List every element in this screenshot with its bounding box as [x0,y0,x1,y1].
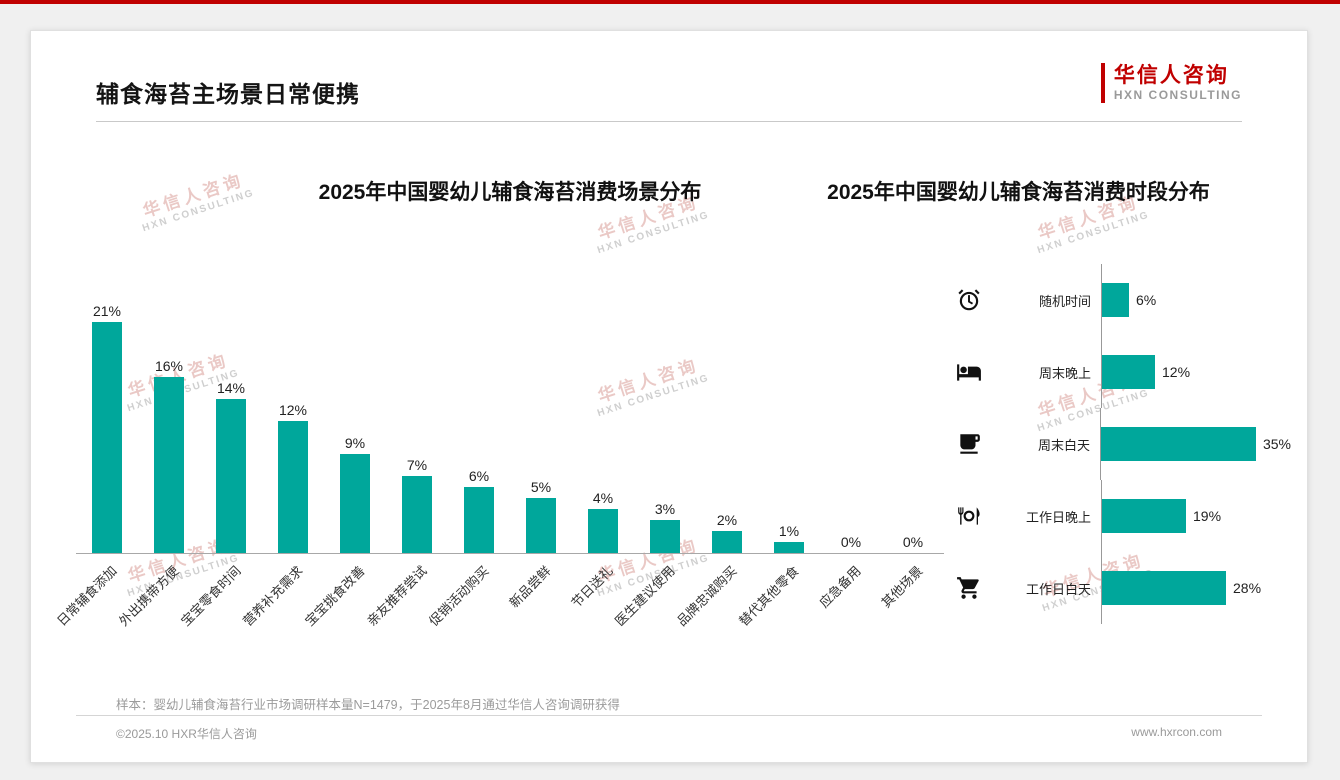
copyright-text: ©2025.10 HXR华信人咨询 [116,727,257,741]
scene-bar-value: 5% [530,479,552,495]
scene-bar [650,520,680,553]
brand-subtitle: HXN CONSULTING [1113,87,1242,102]
scene-bar [774,542,804,553]
scene-bar-group: 5% [510,479,572,553]
brand-logo: 华信人咨询 HXN CONSULTING [1100,63,1242,103]
top-accent-strip [0,0,1340,4]
scene-bar-group: 1% [758,523,820,553]
slide-card: 华信人咨询 HXN CONSULTING 华信人咨询 HXN CONSULTING 华信… [30,30,1308,763]
scene-bar [464,487,494,553]
scene-category-cell: 促销活动购买 [426,554,510,654]
scene-bar-value: 4% [592,490,614,506]
time-row: 工作日晚上 19% [951,480,1291,552]
time-row: 周末晚上 12% [951,336,1291,408]
scene-category-label: 日常辅食添加 [53,563,120,629]
scene-bar-value: 12% [278,402,308,418]
time-bar [1102,499,1186,533]
scene-bar-value: 1% [778,523,800,539]
time-bar-track: 19% [1101,480,1291,552]
sample-note: 样本：婴幼儿辅食海苔行业市场调研样本量N=1479，于2025年8月通过华信人咨… [116,698,620,712]
scene-category-label: 新品尝鲜 [506,563,554,611]
time-bar-value: 12% [1162,364,1191,380]
scene-bar [154,377,184,553]
time-bar [1100,427,1256,461]
scene-bar-group: 0% [882,534,944,553]
scene-bar-group: 21% [76,303,138,553]
brand-mark [1100,63,1105,103]
scene-bar [340,454,370,553]
time-category-label: 周末白天 [1037,437,1090,453]
scene-bar [712,531,742,553]
scene-bar-group: 2% [696,512,758,553]
time-bar-value: 19% [1193,508,1222,524]
header-divider [96,121,1242,122]
time-bar-track: 12% [1101,336,1291,408]
time-category-label: 周末晚上 [1038,365,1091,381]
scene-bar-group: 9% [324,435,386,553]
scene-category-cell: 新品尝鲜 [506,554,572,654]
time-bar-value: 6% [1136,292,1157,308]
brand-name: 华信人咨询 [1113,64,1229,88]
time-category-label: 随机时间 [1038,293,1091,309]
scene-bar-value: 2% [716,512,738,528]
scene-bar-group: 14% [200,380,262,553]
scene-category-label: 节日送礼 [568,563,616,611]
scene-bar-value: 0% [840,534,862,550]
scene-bar-group: 7% [386,457,448,553]
time-bar [1102,283,1129,317]
time-bar-track: 35% [1099,408,1291,480]
scene-chart-plot: 21% 16% 14% 12% 9% 7% 6% 5% 4% 3% 2% 1% 0% 0% [76,264,944,554]
cart-icon [951,575,987,601]
scene-bar [526,498,556,553]
time-row: 随机时间 6% [951,264,1291,336]
scene-bar-value: 6% [468,468,490,484]
time-bar-value: 35% [1262,436,1291,452]
scene-bar-group: 0% [820,534,882,553]
time-row: 周末白天 35% [951,408,1291,480]
time-row: 工作日白天 28% [951,552,1291,624]
time-bar [1102,355,1155,389]
scene-bar [278,421,308,553]
time-category-label: 工作日晚上 [1025,509,1091,525]
scene-bar-group: 12% [262,402,324,553]
scene-bar [402,476,432,553]
scene-bar-value: 7% [406,457,428,473]
scene-bar [216,399,246,553]
time-bar-value: 28% [1233,580,1262,596]
time-bar-track: 28% [1101,552,1291,624]
brand-text: 华信人咨询 HXN CONSULTING [1114,64,1242,101]
scene-bar-group: 3% [634,501,696,553]
time-chart-rows: 随机时间 6% 周末晚上 12% 周末白天 35% 工作日晚上 19% 工作日白天 28% [951,264,1291,624]
scene-bar-value: 9% [344,435,366,451]
scene-bar-value: 0% [902,534,924,550]
scene-bar [588,509,618,553]
scene-bar-group: 16% [138,358,200,553]
scene-bar-value: 3% [654,501,676,517]
time-distribution-chart: 2025年中国婴幼儿辅食海苔消费时段分布 随机时间 6% 周末晚上 12% 周末白天 35… [746,166,1291,624]
scene-bar-group: 4% [572,490,634,553]
scene-bar-value: 21% [92,303,122,319]
coffee-icon [951,431,987,457]
time-bar [1102,571,1226,605]
scene-bar-group: 6% [448,468,510,553]
time-category-label: 工作日白天 [1025,581,1091,597]
time-chart-title: 2025年中国婴幼儿辅食海苔消费时段分布 [827,181,1210,204]
scene-bar-value: 16% [154,358,184,374]
time-bar-track: 6% [1101,264,1291,336]
bed-icon [951,359,987,385]
page-title: 辅食海苔主场景日常便携 [96,81,360,107]
scene-distribution-chart: 2025年中国婴幼儿辅食海苔消费场景分布 21% 16% 14% 12% 9% 7% 6% 5… [54,166,944,654]
scene-bar-value: 14% [216,380,246,396]
alarm-clock-icon [951,287,987,313]
website-link[interactable]: www.hxrcon.com [1131,725,1222,739]
footer-bar: ©2025.10 HXR华信人咨询 www.hxrcon.com [76,715,1262,742]
scene-bar [92,322,122,553]
scene-chart-title: 2025年中国婴幼儿辅食海苔消费场景分布 [318,181,702,204]
meal-icon [951,503,987,529]
